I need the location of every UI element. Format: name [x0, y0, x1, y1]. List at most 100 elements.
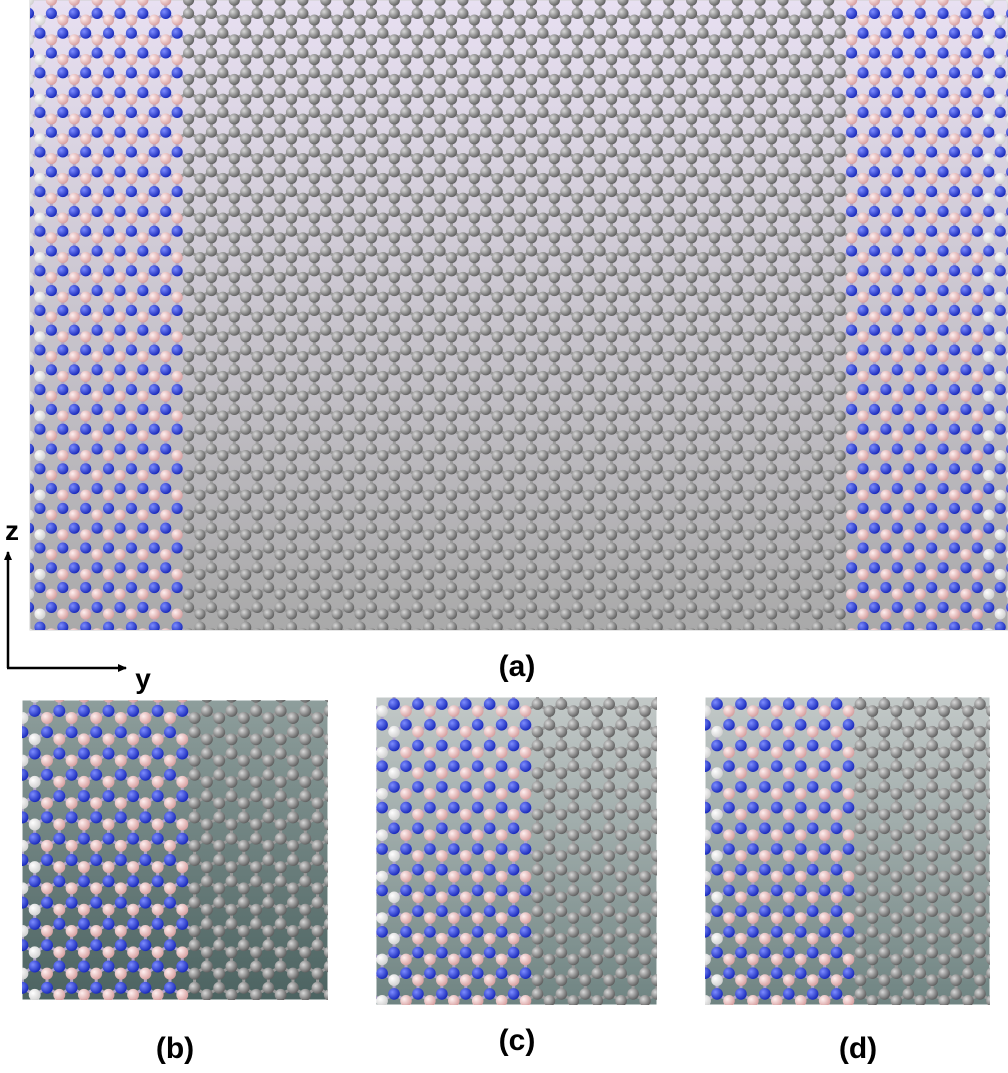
- bond: [0, 548, 6, 555]
- bond: [6, 13, 17, 20]
- bond: [474, 647, 485, 654]
- bond: [612, 667, 623, 674]
- bond: [154, 687, 165, 694]
- bond: [257, 647, 268, 654]
- bond: [543, 687, 554, 694]
- bond: [383, 687, 394, 694]
- bond: [109, 687, 120, 694]
- bond: [852, 667, 863, 674]
- atom: [0, 8, 11, 19]
- bond: [177, 687, 188, 694]
- bond: [806, 687, 817, 694]
- bond: [966, 667, 977, 674]
- atom: [366, 8, 377, 19]
- bond: [189, 647, 200, 654]
- atom: [229, 8, 240, 19]
- bond: [440, 687, 451, 694]
- atom: [69, 8, 80, 19]
- bond: [794, 667, 805, 674]
- bond: [234, 647, 245, 654]
- bond: [726, 647, 737, 654]
- bond: [17, 251, 28, 258]
- bond: [943, 647, 954, 654]
- bond: [772, 687, 783, 694]
- bond: [0, 429, 6, 436]
- bond: [943, 667, 954, 674]
- bond: [440, 667, 451, 674]
- bond: [932, 667, 943, 674]
- bond: [977, 687, 988, 694]
- bond: [6, 687, 17, 694]
- bond: [863, 647, 874, 654]
- bond: [0, 370, 6, 377]
- bond: [0, 469, 6, 476]
- bond: [314, 667, 325, 674]
- bond: [0, 489, 6, 496]
- bond: [600, 687, 611, 694]
- bond: [886, 647, 897, 654]
- bond: [200, 667, 211, 674]
- bond: [497, 687, 508, 694]
- bond: [200, 687, 211, 694]
- bond: [680, 687, 691, 694]
- bond: [429, 667, 440, 674]
- bond: [886, 667, 897, 674]
- bond: [440, 647, 451, 654]
- bond: [543, 667, 554, 674]
- bond: [326, 687, 337, 694]
- bond: [189, 687, 200, 694]
- bond: [6, 489, 17, 496]
- bond: [554, 647, 565, 654]
- bond: [897, 647, 908, 654]
- bond: [6, 469, 17, 476]
- bond: [17, 489, 28, 496]
- bond: [943, 687, 954, 694]
- bond: [280, 647, 291, 654]
- bond: [17, 192, 28, 199]
- panel-label: (d): [839, 1032, 877, 1065]
- bond: [714, 647, 725, 654]
- bond: [269, 687, 280, 694]
- bond: [463, 647, 474, 654]
- bond: [6, 231, 17, 238]
- bond: [86, 687, 97, 694]
- bond: [451, 647, 462, 654]
- bond: [920, 667, 931, 674]
- bond: [6, 53, 17, 60]
- atom: [412, 8, 423, 19]
- bond: [51, 647, 62, 654]
- bond: [166, 667, 177, 674]
- bond: [17, 13, 28, 20]
- bond: [211, 647, 222, 654]
- bond: [726, 667, 737, 674]
- bond: [360, 667, 371, 674]
- bond: [646, 647, 657, 654]
- bond: [246, 647, 257, 654]
- bond: [29, 647, 40, 654]
- bond: [223, 667, 234, 674]
- bond: [451, 667, 462, 674]
- bond: [6, 409, 17, 416]
- bond: [326, 647, 337, 654]
- bond: [0, 449, 6, 456]
- bond: [0, 310, 6, 317]
- bond: [6, 350, 17, 357]
- bond: [429, 687, 440, 694]
- bond: [509, 687, 520, 694]
- bond: [714, 667, 725, 674]
- y-axis-label: y: [135, 663, 151, 694]
- bond: [257, 667, 268, 674]
- bond: [200, 647, 211, 654]
- bond: [6, 211, 17, 218]
- bond: [257, 687, 268, 694]
- bond: [612, 647, 623, 654]
- bond: [17, 291, 28, 298]
- bond: [920, 687, 931, 694]
- bond: [783, 687, 794, 694]
- bond: [726, 687, 737, 694]
- bond: [772, 647, 783, 654]
- bond: [166, 687, 177, 694]
- bond: [406, 647, 417, 654]
- bond: [269, 667, 280, 674]
